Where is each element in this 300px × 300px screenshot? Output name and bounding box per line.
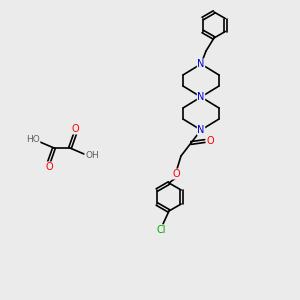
Text: O: O: [45, 162, 53, 172]
Text: Cl: Cl: [156, 225, 166, 235]
Text: OH: OH: [85, 152, 99, 160]
Text: N: N: [197, 125, 205, 135]
Text: O: O: [172, 169, 180, 179]
Text: N: N: [197, 92, 205, 102]
Text: HO: HO: [26, 136, 40, 145]
Text: O: O: [206, 136, 214, 146]
Text: N: N: [197, 59, 205, 69]
Text: O: O: [71, 124, 79, 134]
